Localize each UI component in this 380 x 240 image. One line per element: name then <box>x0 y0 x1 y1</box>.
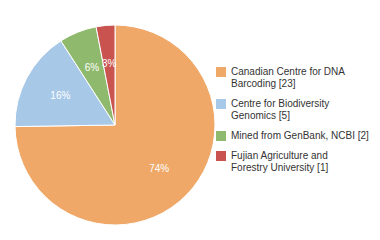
html-text:Fujian Agriculture and Forestr: Fujian Agriculture and Forestry Universi… <box>231 150 329 173</box>
svg-text:6%: 6% <box>85 62 100 73</box>
svg-text:74%: 74% <box>149 163 169 174</box>
html-text:Canadian Centre for DNA Barcod: Canadian Centre for DNA Barcoding [23] <box>231 66 345 89</box>
svg-text:16%: 16% <box>50 90 70 101</box>
html-text:Centre for Biodiversity Genomi: Centre for Biodiversity Genomics [5] <box>231 98 330 121</box>
html-text:Mined from GenBank, NCBI [2]: Mined from GenBank, NCBI [2] <box>231 130 369 141</box>
svg-text:3%: 3% <box>102 58 117 69</box>
